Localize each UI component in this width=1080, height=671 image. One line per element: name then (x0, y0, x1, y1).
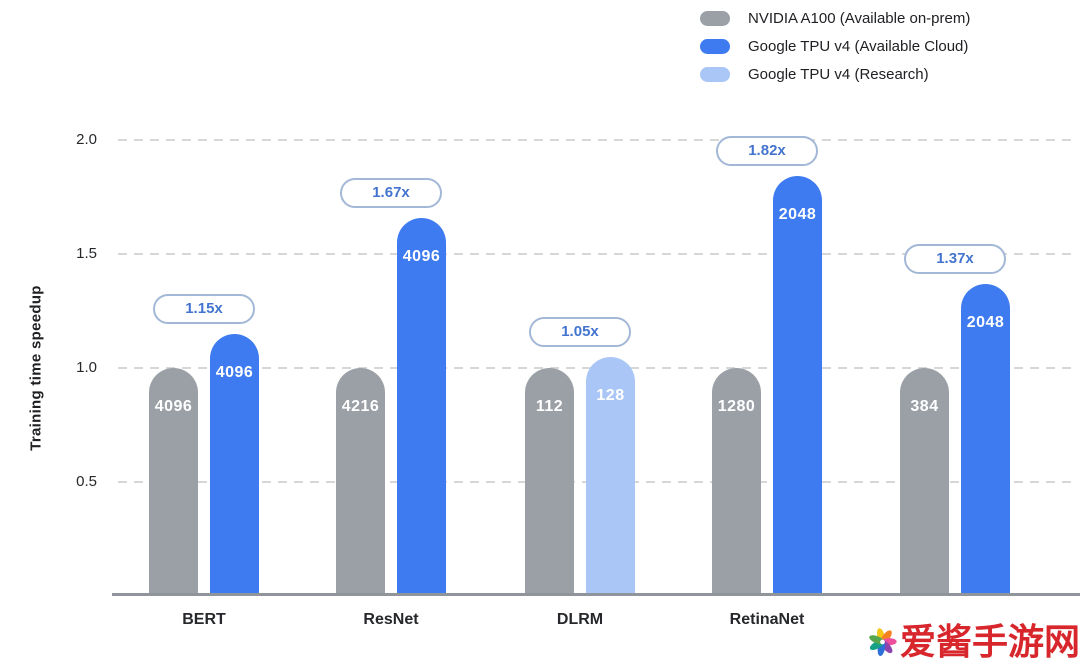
bar-a100-bert: 4096 (149, 368, 198, 596)
bar-a100-maskrcnn: 384 (900, 368, 949, 596)
gridline-1.5 (118, 253, 1078, 255)
gridline-2.0 (118, 139, 1078, 141)
speedup-badge-maskrcnn: 1.37x (904, 244, 1006, 274)
bar-value-label: 384 (910, 398, 939, 415)
speedup-badge-resnet: 1.67x (340, 178, 442, 208)
legend-item-tpu-cloud: Google TPU v4 (Available Cloud) (700, 38, 970, 55)
speedup-badge-dlrm: 1.05x (529, 317, 631, 347)
x-axis-label-retinanet: RetinaNet (729, 611, 805, 628)
y-tick-1.0: 1.0 (76, 359, 97, 376)
legend-label: Google TPU v4 (Research) (748, 66, 929, 83)
y-tick-1.5: 1.5 (76, 245, 97, 262)
bar-value-label: 2048 (966, 314, 1005, 331)
legend: NVIDIA A100 (Available on-prem) Google T… (700, 10, 970, 83)
bar-tpu-resnet: 4096 (397, 218, 446, 596)
bar-value-label: 4096 (402, 248, 441, 265)
x-axis-label-dlrm: DLRM (556, 611, 604, 628)
bar-value-label: 1280 (717, 398, 756, 415)
y-tick-2.0: 2.0 (76, 131, 97, 148)
pinwheel-flower-icon (869, 627, 897, 656)
bar-tpu-retinanet: 2048 (773, 176, 822, 596)
bar-value-label: 4096 (154, 398, 193, 415)
x-axis-line (112, 593, 1080, 596)
bar-tpu-bert: 4096 (210, 334, 259, 596)
bar-tpu-dlrm: 128 (586, 357, 635, 596)
bar-a100-resnet: 4216 (336, 368, 385, 596)
speedup-badge-retinanet: 1.82x (716, 136, 818, 166)
y-tick-0.5: 0.5 (76, 473, 97, 490)
legend-swatch-blue (700, 39, 730, 54)
bar-value-label: 4216 (341, 398, 380, 415)
legend-swatch-gray (700, 11, 730, 26)
bar-value-label: 4096 (215, 364, 254, 381)
x-axis-label-bert: BERT (182, 611, 226, 628)
watermark-text: 爱酱手游网 (899, 620, 1080, 662)
watermark: 爱酱手游网 (868, 612, 1080, 671)
legend-label: Google TPU v4 (Available Cloud) (748, 38, 969, 55)
speedup-badge-bert: 1.15x (153, 294, 255, 324)
bar-tpu-maskrcnn: 2048 (961, 284, 1010, 596)
bar-a100-dlrm: 112 (525, 368, 574, 596)
x-axis-label-resnet: ResNet (363, 611, 419, 628)
legend-label: NVIDIA A100 (Available on-prem) (748, 10, 971, 27)
bar-value-label: 128 (596, 387, 625, 404)
bar-value-label: 112 (535, 398, 564, 415)
legend-swatch-lightblue (700, 67, 730, 82)
legend-item-a100: NVIDIA A100 (Available on-prem) (700, 10, 970, 27)
legend-item-tpu-research: Google TPU v4 (Research) (700, 66, 970, 83)
bar-a100-retinanet: 1280 (712, 368, 761, 596)
bar-value-label: 2048 (778, 206, 817, 223)
